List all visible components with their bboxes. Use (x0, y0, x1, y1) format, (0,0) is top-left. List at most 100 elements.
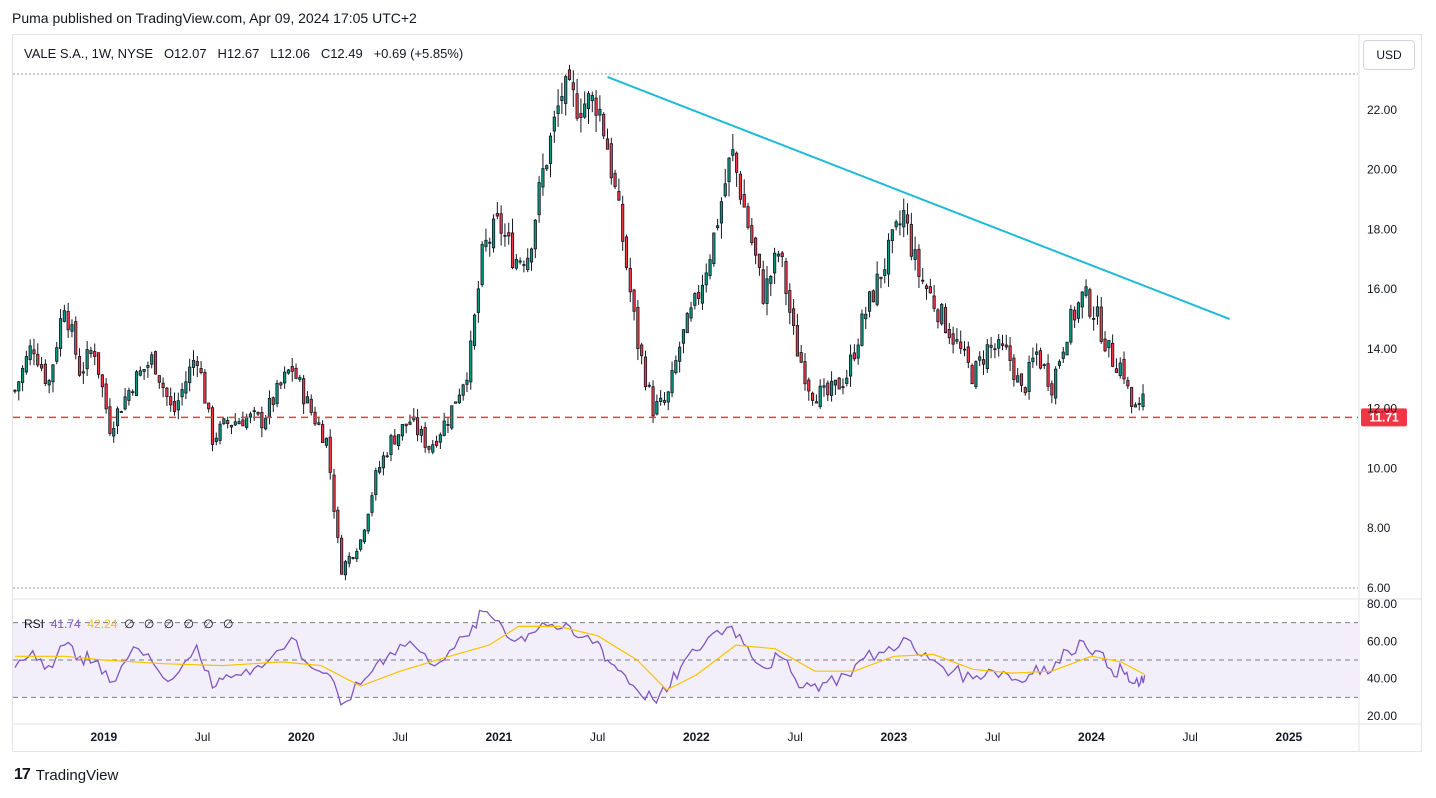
candle-body (32, 349, 36, 355)
candle-body (795, 325, 799, 357)
candle-body (685, 313, 689, 334)
candle-body (70, 324, 74, 332)
candle-body (332, 474, 336, 512)
symbol-legend[interactable]: VALE S.A., 1W, NYSE O12.07 H12.67 L12.06… (24, 46, 463, 61)
candle-body (700, 284, 705, 304)
candle-body (374, 470, 378, 496)
candle-body (848, 354, 853, 377)
candle-body (1050, 383, 1054, 396)
candle-body (503, 234, 507, 237)
candle-body (879, 276, 883, 280)
candle-body (514, 259, 518, 269)
candle-body (754, 237, 758, 256)
candles-layer (13, 64, 1145, 581)
candle-body (985, 344, 989, 369)
candle-body (267, 397, 272, 418)
candle-body (1092, 317, 1096, 320)
candle-body (264, 417, 268, 430)
candle-body (142, 369, 146, 372)
rsi-legend[interactable]: RSI 41.74 42.24 ∅ ∅ ∅ ∅ ∅ ∅ (24, 617, 236, 631)
candle-body (776, 253, 780, 257)
time-tick-label: 2019 (91, 730, 118, 744)
candle-body (704, 272, 708, 286)
descending-trendline (607, 76, 1230, 320)
candle-body (856, 344, 860, 359)
candle-body (385, 455, 389, 458)
candle-body (974, 361, 978, 388)
candle-body (909, 223, 913, 257)
candle-body (788, 290, 792, 313)
candle-body (1133, 404, 1138, 408)
rsi-tick-label: 20.00 (1367, 709, 1397, 723)
candle-body (241, 419, 245, 427)
time-tick-label: 2024 (1078, 730, 1105, 744)
rsi-tick-label: 40.00 (1367, 672, 1397, 686)
rsi-ma-line (15, 625, 1145, 691)
candle-body (651, 386, 655, 417)
candle-body (924, 285, 929, 290)
low-value: L12.06 (270, 46, 310, 61)
currency-button[interactable]: USD (1363, 40, 1415, 70)
candle-body (1114, 368, 1119, 373)
rsi-name[interactable]: RSI (24, 617, 45, 631)
candle-body (533, 219, 537, 250)
candle-body (419, 428, 423, 436)
candle-body (1031, 357, 1035, 363)
candle-body (1130, 387, 1134, 407)
candle-body (237, 421, 241, 425)
candle-body (716, 225, 720, 229)
candle-body (560, 96, 564, 101)
candle-body (640, 344, 644, 357)
candle-body (298, 377, 302, 380)
time-tick-label: Jul (392, 730, 407, 744)
candle-body (708, 259, 712, 277)
candle-body (17, 381, 21, 392)
candle-body (294, 367, 298, 379)
candle-body (826, 382, 830, 396)
candle-body (275, 382, 279, 405)
candle-body (529, 248, 534, 263)
candle-body (138, 370, 142, 376)
candle-body (575, 93, 579, 119)
candle-body (188, 366, 192, 384)
candle-body (305, 396, 310, 404)
candle-body (172, 400, 177, 412)
candle-body (655, 401, 659, 415)
candle-body (488, 241, 492, 244)
candle-body (1027, 361, 1031, 392)
current-price-badge (1361, 408, 1407, 427)
candle-body (472, 314, 477, 346)
tradingview-brand[interactable]: 17 TradingView (14, 766, 118, 784)
candle-body (818, 385, 822, 408)
candle-body (666, 391, 670, 403)
candle-body (108, 406, 112, 434)
candle-body (248, 413, 253, 418)
candle-body (552, 116, 556, 132)
candle-body (970, 365, 974, 385)
candle-body (621, 203, 625, 242)
candle-body (522, 264, 526, 266)
candle-body (366, 513, 370, 532)
candle-body (226, 420, 230, 424)
candle-body (594, 97, 598, 116)
candle-body (13, 389, 17, 392)
candle-body (943, 306, 948, 334)
candle-body (1000, 343, 1005, 346)
candle-body (628, 267, 632, 293)
candle-body (735, 152, 739, 173)
candle-body (845, 377, 849, 384)
rsi-value: 41.74 (50, 617, 81, 631)
candle-body (336, 509, 340, 538)
price-tick-label: 18.00 (1367, 222, 1397, 236)
candle-body (397, 434, 401, 447)
price-tick-label: 20.00 (1367, 163, 1397, 177)
candle-body (180, 389, 184, 398)
candle-body (195, 361, 199, 366)
symbol-name[interactable]: VALE S.A., 1W, NYSE (24, 46, 154, 61)
rsi-ma-value: 42.24 (87, 617, 118, 631)
candle-body (389, 435, 393, 455)
candle-body (1019, 373, 1024, 386)
candle-body (123, 396, 127, 410)
candle-body (89, 350, 93, 355)
